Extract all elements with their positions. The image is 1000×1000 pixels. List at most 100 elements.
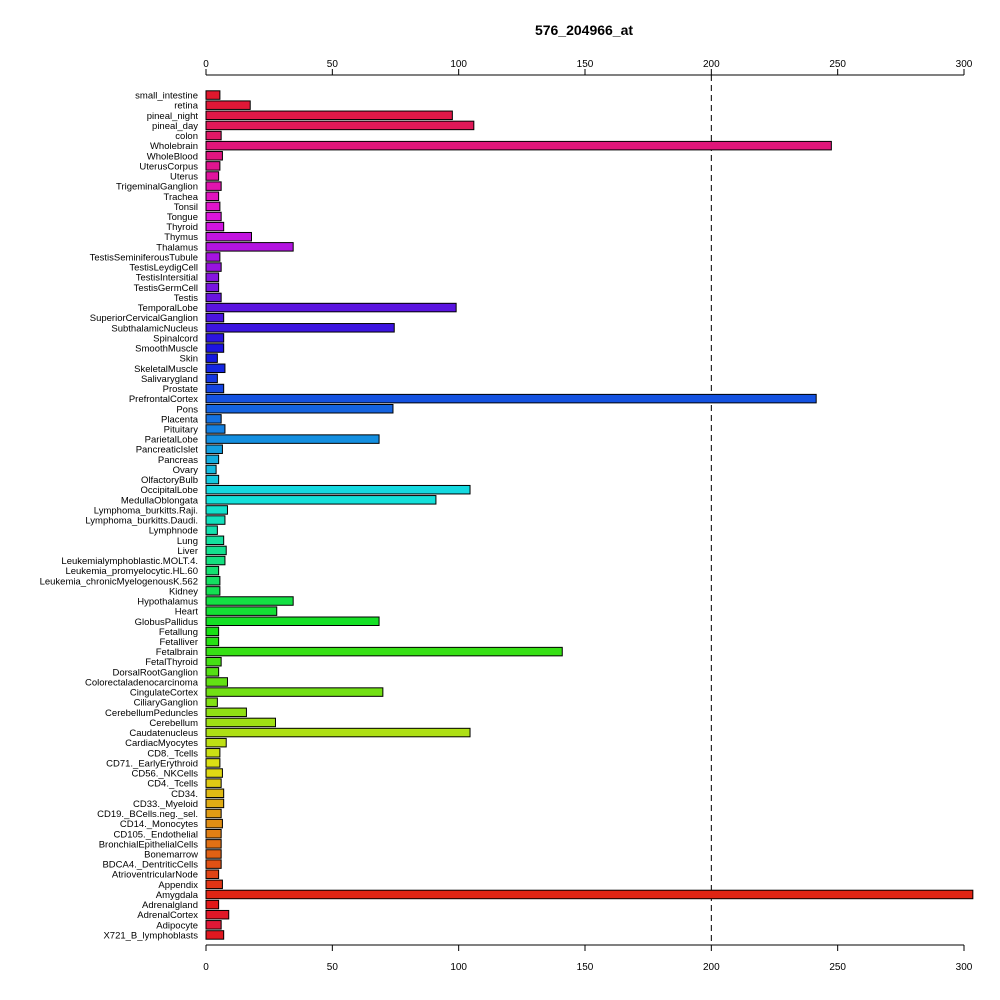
bar [205,90,221,100]
category-label: OlfactoryBulb [141,475,198,486]
category-label: ParietalLobe [145,435,198,446]
bar [205,292,222,303]
category-label: Tongue [167,212,198,223]
category-label: Colorectaladenocarcinoma [85,677,199,688]
bar [205,151,223,161]
bar [205,120,475,131]
category-label: SmoothMuscle [135,344,198,355]
bar [205,404,394,414]
category-label: Appendix [158,880,198,891]
category-label: CingulateCortex [130,688,198,699]
chart-title: 576_204966_at [535,22,633,38]
category-label: Bonemarrow [144,849,198,860]
category-labels: small_intestineretinapineal_nightpineal_… [40,91,199,942]
top-tick-label: 300 [956,59,973,70]
bar [205,201,221,212]
bar [205,302,457,313]
category-label: Skin [180,354,198,365]
bar [205,586,221,596]
category-label: CD8._Tcells [147,748,198,759]
bar [205,717,276,728]
bar [205,576,221,586]
top-tick-label: 200 [703,59,720,70]
category-label: WholeBlood [147,151,198,162]
bar [205,930,225,940]
bottom-tick-label: 100 [450,962,467,973]
bar [205,454,220,465]
category-label: CD105._Endothelial [113,829,198,840]
bottom-tick-label: 150 [577,962,594,973]
bar [205,829,222,839]
top-tick-label: 50 [327,59,339,70]
bar [205,606,278,616]
bar [205,677,228,687]
category-label: Adipocyte [156,920,198,931]
category-label: CD56._NKCells [131,769,198,780]
category-label: Thyroid [166,222,198,233]
bar [205,434,380,444]
category-label: AtrioventricularNode [112,870,198,881]
category-label: Placenta [161,414,199,425]
category-label: Leukemialymphoblastic.MOLT.4. [61,556,198,567]
bar [205,444,223,454]
bar [205,748,221,758]
bar [205,596,294,606]
category-label: SubthalamicNucleus [111,323,198,334]
category-label: retina [174,101,198,112]
category-label: TestisSeminiferousTubule [90,252,198,263]
category-label: colon [175,131,198,142]
category-label: Tonsil [174,202,198,213]
bar [205,525,218,535]
category-label: Caudatenucleus [129,728,198,739]
bar [205,768,223,778]
bar [205,312,225,323]
category-label: PancreaticIslet [136,445,199,456]
bar [205,323,395,333]
bottom-tick-label: 250 [829,962,846,973]
bar [205,798,225,809]
bar [205,535,225,546]
category-label: GlobusPallidus [135,617,199,628]
category-label: CD34. [171,789,198,800]
axes: 0 0 50 50 100 100 150 150 200 200 250 250 300 300 [203,59,973,973]
category-label: TrigeminalGanglion [116,182,198,193]
bar [205,393,817,404]
category-label: Spinalcord [153,333,198,344]
bar [205,231,252,242]
bar [205,343,225,353]
bar [205,778,222,788]
bar [205,687,384,697]
category-label: CardiacMyocytes [125,738,198,749]
category-label: Thymus [164,232,198,243]
category-label: Lymphoma_burkitts.Daudi. [85,516,198,527]
category-label: Fetallung [159,627,198,638]
bar [205,899,220,910]
category-label: SuperiorCervicalGanglion [90,313,198,324]
category-label: UterusCorpus [139,161,198,172]
bar [205,130,222,141]
category-label: pineal_day [152,121,198,132]
bottom-tick-label: 50 [327,962,339,973]
category-label: SkeletalMuscle [134,364,198,375]
bar [205,656,222,667]
bar [205,333,225,343]
bar [205,839,222,849]
bar [205,889,974,900]
category-label: Adrenalgland [142,900,198,911]
bar [205,909,230,920]
bar [205,282,220,293]
bar [205,707,247,718]
bar [205,474,220,485]
category-label: PrefrontalCortex [129,394,198,405]
bars [205,90,974,940]
category-label: CD33._Myeloid [133,799,198,810]
category-label: TemporalLobe [138,303,198,314]
bar [205,353,218,363]
category-label: Fetalbrain [156,647,198,658]
bar [205,808,222,819]
bar [205,869,220,879]
bar [205,818,223,829]
bar [205,383,225,394]
category-label: BronchialEpithelialCells [99,839,199,850]
